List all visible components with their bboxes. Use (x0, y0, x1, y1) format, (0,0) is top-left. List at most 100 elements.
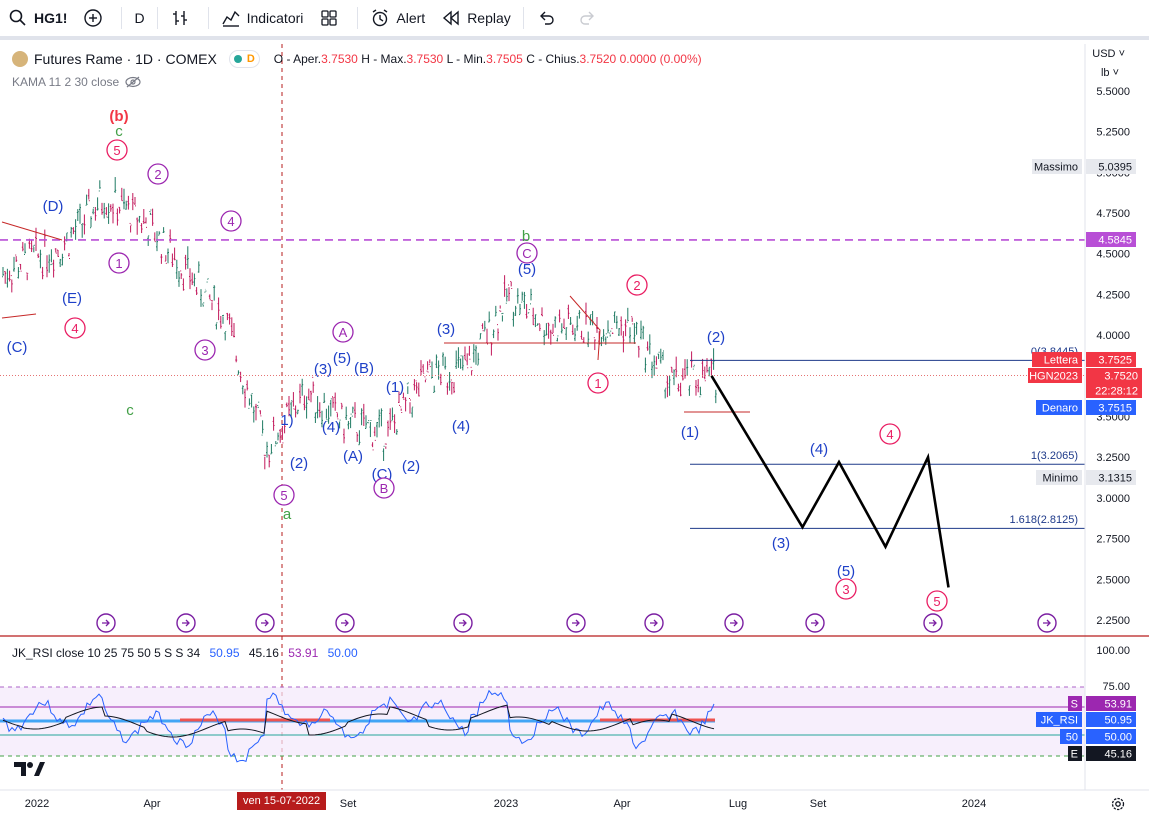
wave-label: (3) (437, 321, 455, 338)
indicators-button[interactable]: Indicatori (213, 2, 312, 34)
chart-type-button[interactable] (162, 2, 204, 34)
wave-label-circle (108, 252, 130, 274)
rsi-e-value: 45.16 (1104, 749, 1132, 761)
indicators-label: Indicatori (246, 10, 304, 26)
alert-button[interactable]: Alert (362, 2, 433, 34)
rsi-value-4: 50.00 (327, 646, 358, 660)
unit-label: lb (1100, 67, 1110, 79)
price-tick-label: 2.7500 (1096, 534, 1130, 546)
rsi-e-label-bg (1068, 746, 1082, 761)
massimo-value: 5.0395 (1098, 162, 1132, 174)
toolbar-divider (207, 7, 209, 29)
kama-label: KAMA 11 2 30 close (12, 75, 120, 89)
wave-label-circle (106, 139, 128, 161)
wave-label: (2) (402, 458, 420, 475)
wave-label: c (115, 123, 123, 140)
triangle-upper-line (1, 221, 63, 241)
open-label: O - Aper. (273, 52, 322, 66)
time-tick-label: Lug (729, 798, 747, 810)
compare-button[interactable] (75, 2, 117, 34)
interval-button[interactable]: D (126, 2, 152, 34)
gear-icon[interactable] (1110, 796, 1126, 812)
price-tick-label: 4.2500 (1096, 289, 1130, 301)
triangle-b-line (569, 295, 601, 361)
wave-label: (A) (343, 448, 363, 465)
minimo-label-bg (1036, 470, 1082, 485)
market-open-dot (233, 55, 242, 63)
wave-label: (5) (837, 563, 855, 580)
delayed-badge: D (246, 53, 255, 65)
replay-button[interactable]: Replay (433, 2, 519, 34)
wave-label: B (380, 481, 389, 496)
wave-label: (4) (452, 418, 470, 435)
event-arrow-icon (459, 619, 467, 627)
templates-button[interactable] (311, 2, 353, 34)
chart-canvas[interactable]: (b)c52(D)1(E)4(C)c431)(2)5a(3)(4)(5)A(B)… (0, 40, 1149, 825)
massimo-value-bg (1086, 159, 1136, 174)
undo-button[interactable] (528, 2, 570, 34)
rsi-legend[interactable]: JK_RSI close 10 25 75 50 5 S S 34 50.95 … (12, 646, 364, 660)
wave-label: (E) (62, 290, 82, 307)
tradingview-logo (14, 762, 45, 776)
time-tick-label: Apr (143, 798, 160, 810)
wave-label: (B) (354, 360, 374, 377)
kama-indicator-legend[interactable]: KAMA 11 2 30 close (12, 75, 141, 89)
wave-label-circle (64, 317, 86, 339)
denaro-value: 3.7515 (1098, 403, 1132, 415)
toolbar-divider (121, 7, 123, 29)
wave-projection (710, 375, 950, 588)
event-arrow-icon (261, 619, 269, 627)
wave-label-circle (273, 484, 295, 506)
wave-label: C (522, 246, 531, 261)
price-tick-label: 3.0000 (1096, 493, 1130, 505)
wave-label: b (522, 228, 530, 245)
close-value: 3.7520 (579, 52, 617, 66)
currency-select[interactable]: USD ˅ (1092, 48, 1125, 60)
top-toolbar: HG1! D Indicatori Alert Replay (0, 0, 1149, 40)
denaro-label-bg (1036, 400, 1082, 415)
wave-label-circle (373, 477, 395, 499)
price-tick-label: 3.2500 (1096, 452, 1130, 464)
close-label: C - Chius. (526, 52, 580, 66)
symbol-search[interactable]: HG1! (0, 2, 75, 34)
rsi-e-label: E (1071, 749, 1078, 761)
eye-hidden-icon[interactable] (125, 76, 141, 88)
market-status-pill[interactable]: D (228, 50, 260, 68)
wave-label-circle (587, 372, 609, 394)
last-price-value: 3.7520 (1104, 371, 1138, 383)
lettera-value: 3.7525 (1098, 355, 1132, 367)
event-arrow-icon (102, 619, 110, 627)
redo-button[interactable] (570, 2, 612, 34)
alert-label: Alert (396, 10, 426, 26)
time-tick-label: 2022 (25, 798, 49, 810)
copper-icon (12, 51, 28, 67)
price-tick-label: 4.7500 (1096, 208, 1130, 220)
event-markers (96, 613, 1057, 633)
low-label: L - Min. (446, 52, 487, 66)
rsi-jk-label: JK_RSI (1041, 715, 1078, 727)
wave-label: 1 (594, 376, 601, 391)
symbol-tag-bg (1028, 368, 1082, 383)
unit-select[interactable]: lb ˅ (1100, 67, 1119, 79)
minimo-value: 3.1315 (1098, 473, 1132, 485)
symbol-label: HG1! (34, 10, 68, 26)
wave-label: (4) (810, 441, 828, 458)
time-tick-label: Apr (613, 798, 630, 810)
rsi-pane (0, 686, 1085, 763)
wave-label: a (283, 506, 292, 523)
wave-label: (2) (290, 455, 308, 472)
fib-1618-label: 1.618(2.8125) (1010, 514, 1079, 526)
fib-1-label: 1(3.2065) (1031, 450, 1078, 462)
time-tick-label: 2023 (494, 798, 518, 810)
rsi-50-label: 50 (1066, 732, 1078, 744)
triangle-lower-line (1, 313, 37, 319)
denaro-label: Denaro (1042, 403, 1078, 415)
rsi-s-label: S (1071, 699, 1078, 711)
wave-label-circle (879, 423, 901, 445)
wave-label-circle (194, 339, 216, 361)
price-bars (2, 177, 717, 470)
massimo-label-bg (1032, 159, 1082, 174)
countdown-value-bg (1086, 383, 1142, 398)
rsi-line (2, 689, 715, 763)
grid-icon (319, 8, 339, 28)
